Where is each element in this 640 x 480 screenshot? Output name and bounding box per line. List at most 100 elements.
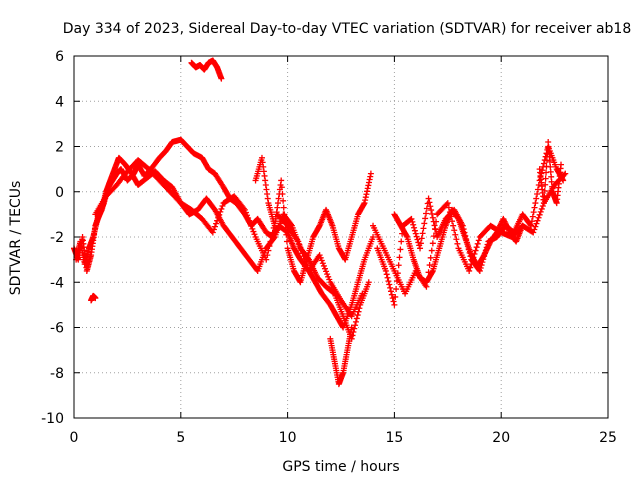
data-point xyxy=(326,276,333,283)
data-point xyxy=(299,250,306,257)
data-point xyxy=(297,244,304,251)
data-point xyxy=(453,236,460,243)
data-point xyxy=(539,203,546,210)
data-point xyxy=(210,226,217,233)
data-point xyxy=(265,247,272,254)
data-point xyxy=(278,184,285,191)
data-point xyxy=(213,220,220,227)
data-point xyxy=(542,175,549,182)
y-tick-label: -10 xyxy=(41,411,64,427)
data-point xyxy=(531,226,538,233)
data-point xyxy=(215,214,222,221)
data-point xyxy=(269,229,276,236)
data-point xyxy=(248,223,255,230)
data-point xyxy=(412,230,419,237)
data-point xyxy=(214,217,221,224)
data-point xyxy=(219,203,226,210)
data-point xyxy=(410,221,417,228)
data-point xyxy=(450,222,457,229)
data-point xyxy=(542,181,549,188)
data-point xyxy=(427,203,434,210)
data-point xyxy=(320,262,327,269)
data-point xyxy=(473,244,480,251)
data-point xyxy=(544,145,551,152)
data-point xyxy=(245,214,252,221)
data-point xyxy=(423,210,430,217)
data-point xyxy=(387,288,394,295)
series-track-f xyxy=(327,324,355,388)
data-point xyxy=(278,177,285,184)
x-tick-label: 10 xyxy=(279,430,297,446)
data-point xyxy=(321,265,328,272)
data-point xyxy=(359,290,366,297)
data-point xyxy=(356,305,363,312)
series-track-e xyxy=(88,292,99,304)
data-point xyxy=(266,243,273,250)
data-point xyxy=(391,301,398,308)
data-point xyxy=(279,191,286,198)
data-point xyxy=(316,252,323,259)
data-point xyxy=(298,247,305,254)
data-point xyxy=(242,209,249,216)
series-track-j xyxy=(391,206,526,286)
data-point xyxy=(445,204,452,211)
data-point xyxy=(527,221,534,228)
series-track-d xyxy=(188,57,225,82)
data-point xyxy=(397,246,404,253)
data-point xyxy=(268,234,275,240)
data-point xyxy=(425,195,432,202)
data-point xyxy=(409,218,416,225)
data-point xyxy=(472,247,479,254)
data-point xyxy=(528,218,535,225)
y-tick-label: 0 xyxy=(55,185,64,201)
data-point xyxy=(241,206,248,213)
y-axis-label: SDTVAR / TECUs xyxy=(8,181,24,296)
data-point xyxy=(537,208,544,215)
data-point xyxy=(282,224,289,231)
x-tick-label: 25 xyxy=(599,430,617,446)
data-point xyxy=(431,222,438,229)
data-point xyxy=(408,215,415,222)
data-point xyxy=(411,224,418,231)
data-point xyxy=(247,220,254,227)
data-point xyxy=(419,230,426,237)
data-point xyxy=(387,284,394,291)
data-point xyxy=(430,218,437,225)
data-point xyxy=(324,271,331,278)
y-tick-label: -4 xyxy=(50,275,64,291)
data-point xyxy=(421,220,428,227)
data-point xyxy=(354,312,361,319)
data-point xyxy=(428,207,435,214)
data-point xyxy=(530,209,537,216)
x-axis-label: GPS time / hours xyxy=(282,459,399,475)
data-point xyxy=(531,204,538,211)
data-point xyxy=(418,235,425,242)
data-point xyxy=(352,322,359,329)
data-point xyxy=(365,279,372,286)
ticks: 0 5 10 15 20 25 -10 -8 -6 -4 -2 0 2 4 6 xyxy=(41,49,617,446)
data-point xyxy=(92,295,99,302)
data-point xyxy=(251,231,258,238)
data-point xyxy=(414,236,421,243)
data-point xyxy=(217,208,224,215)
data-point xyxy=(427,254,434,261)
data-point xyxy=(385,278,392,285)
data-point xyxy=(530,229,537,236)
data-point xyxy=(529,213,536,220)
data-point xyxy=(420,225,427,232)
data-point xyxy=(267,238,274,245)
data-point xyxy=(246,217,253,224)
series-track-g xyxy=(252,154,374,286)
data-point xyxy=(281,211,288,218)
x-tick-label: 20 xyxy=(492,430,510,446)
data-point xyxy=(318,257,325,264)
y-tick-label: -8 xyxy=(50,366,64,382)
data-point xyxy=(426,262,433,269)
data-point xyxy=(528,222,535,229)
data-point xyxy=(466,267,473,274)
data-point xyxy=(534,217,541,224)
data-point xyxy=(417,240,424,247)
y-tick-label: -2 xyxy=(50,230,64,246)
data-point xyxy=(382,267,389,274)
data-point xyxy=(296,241,303,248)
